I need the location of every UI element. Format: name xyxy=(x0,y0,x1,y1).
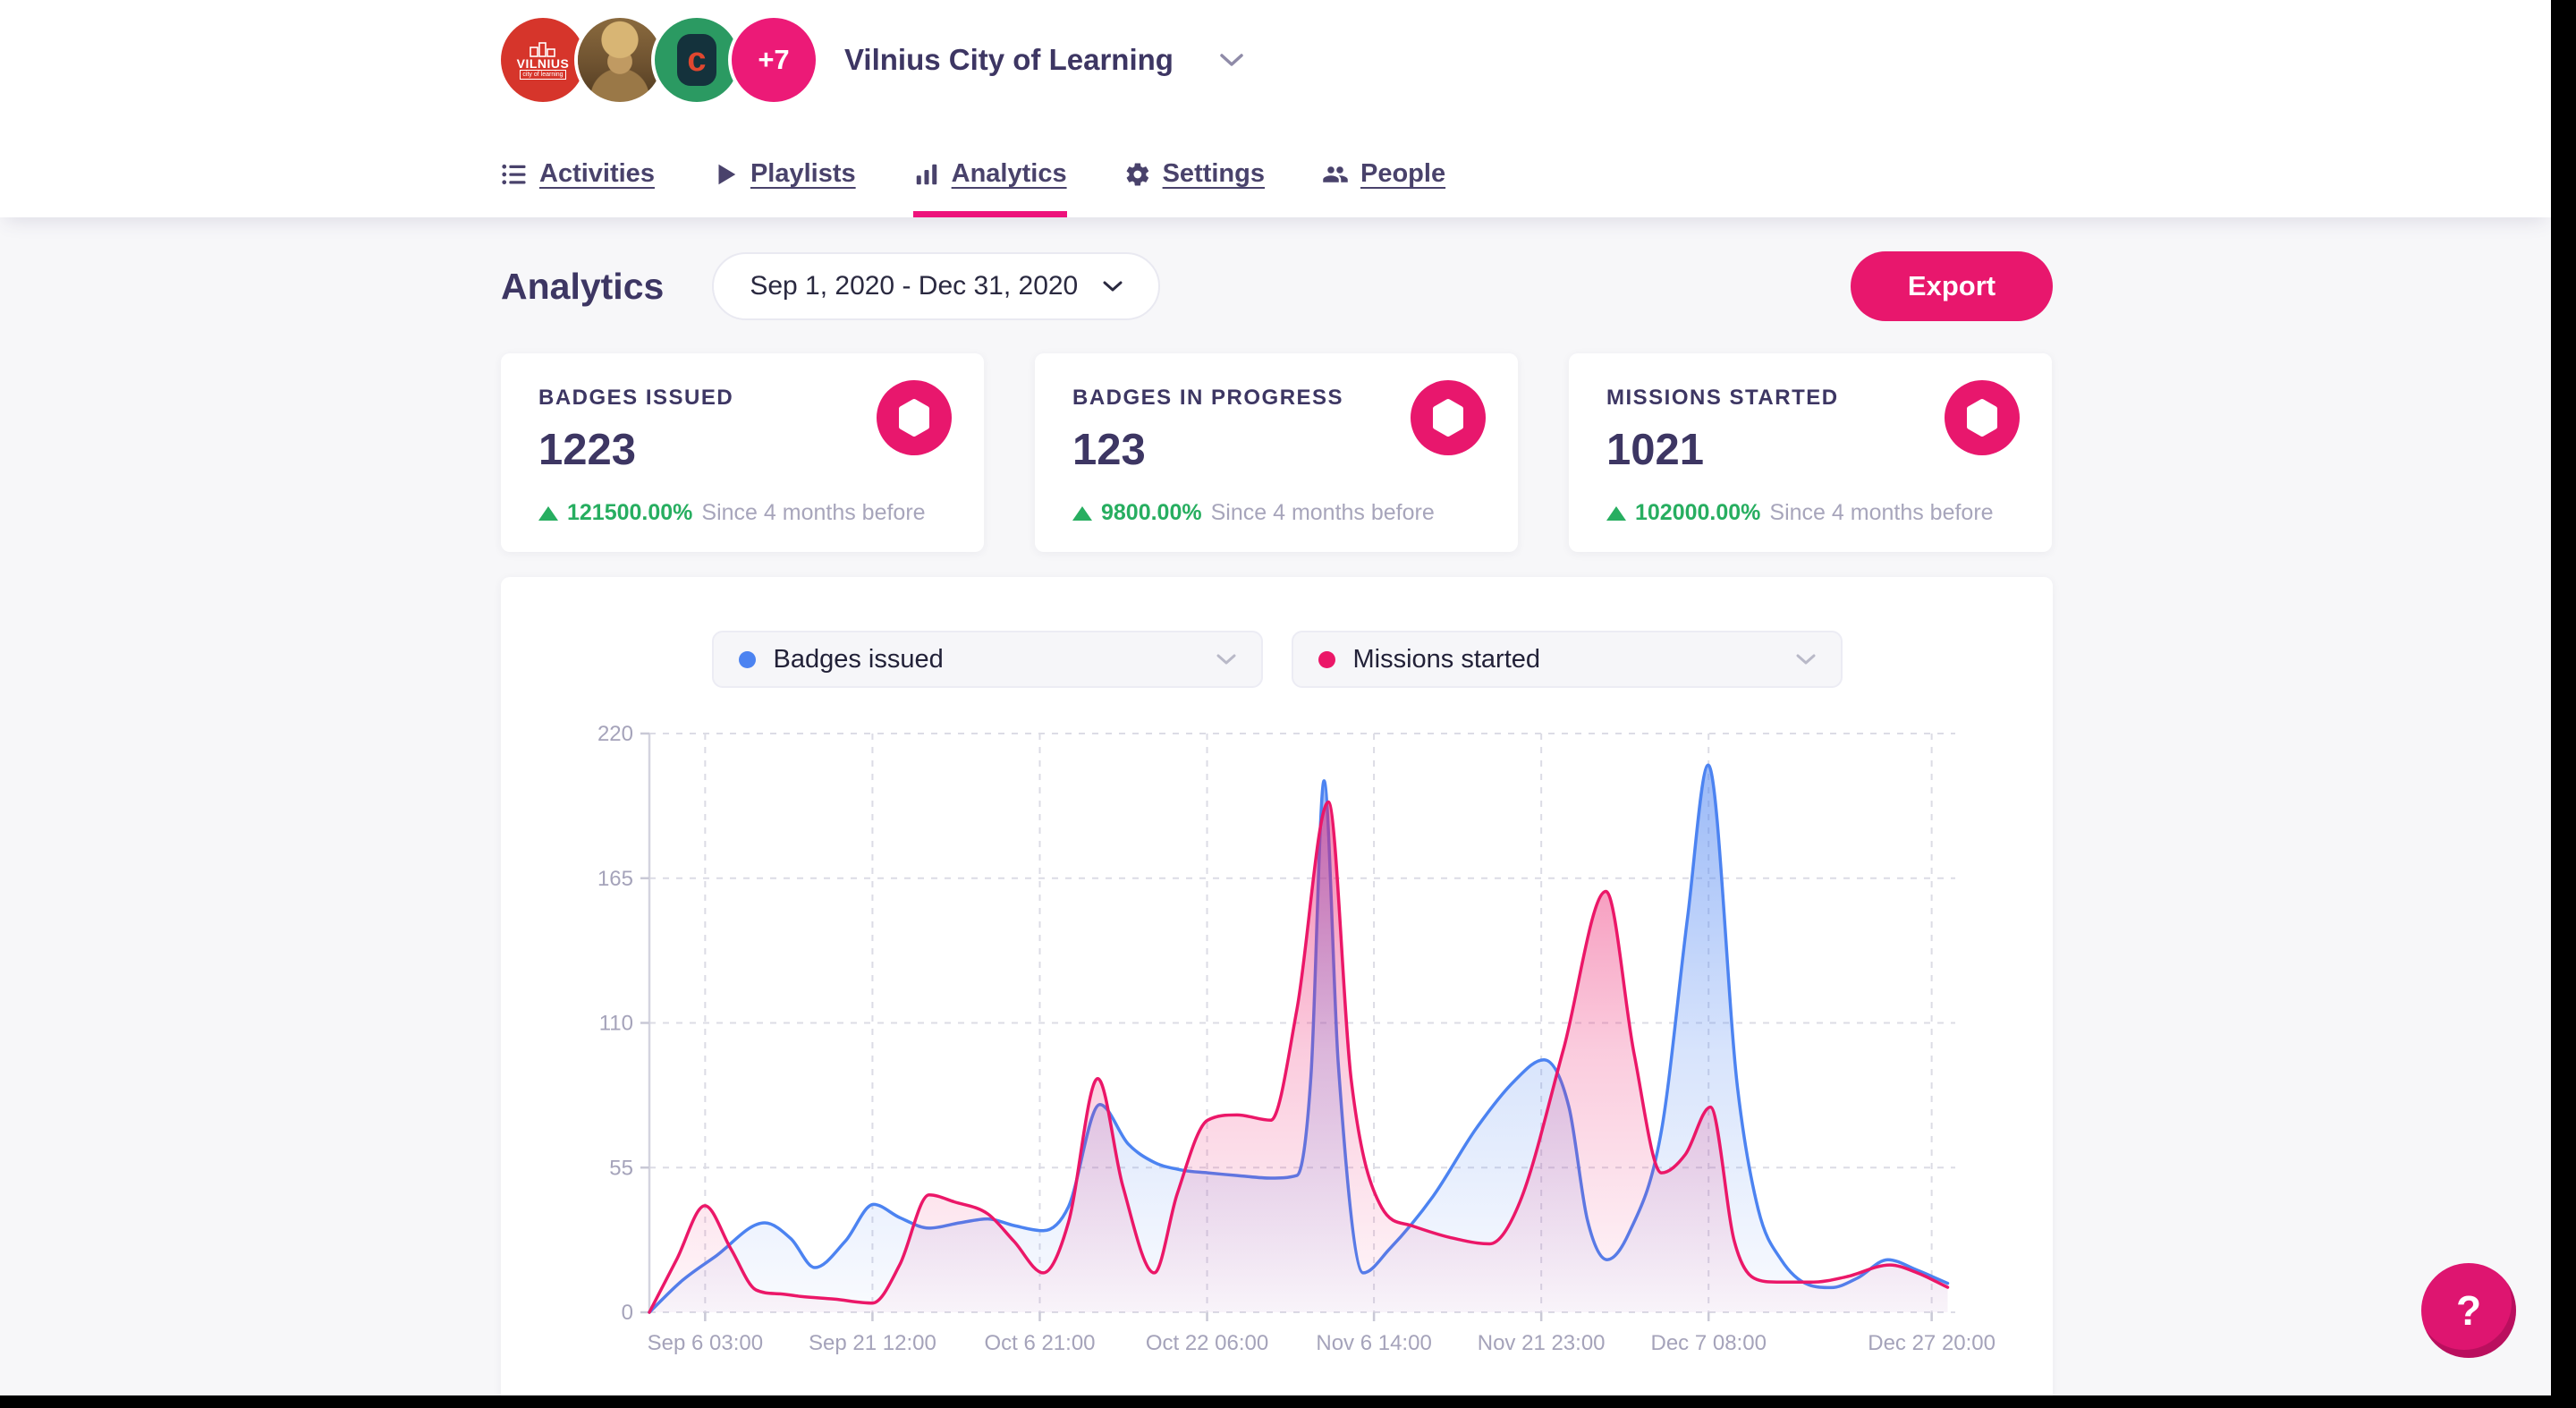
help-button[interactable]: ? xyxy=(2421,1263,2516,1358)
stat-label: MISSIONS STARTED xyxy=(1606,386,1839,410)
vilnius-logo-subtext: city of learning xyxy=(520,69,566,80)
svg-text:220: 220 xyxy=(597,722,633,746)
stat-card-badges-in-progress: BADGES IN PROGRESS 123 9800.00% Since 4 … xyxy=(1035,353,1518,552)
chevron-down-icon xyxy=(1796,654,1815,664)
series-selectors: Badges issued Missions started xyxy=(501,631,2053,688)
delta-since: Since 4 months before xyxy=(701,500,926,525)
nav-item-people[interactable]: People xyxy=(1322,159,1445,217)
chevron-down-icon[interactable] xyxy=(1220,53,1243,67)
stat-delta-row: 102000.00% Since 4 months before xyxy=(1606,500,2016,526)
play-icon xyxy=(718,164,736,184)
main-content: Analytics Sep 1, 2020 - Dec 31, 2020 Exp… xyxy=(501,217,2053,1395)
stat-card-missions-started: MISSIONS STARTED 1021 102000.00% Since 4… xyxy=(1569,353,2052,552)
city-skyline-icon xyxy=(530,41,555,57)
org-avatars: VILNIUS city of learning c +7 xyxy=(501,18,816,102)
nav-label: People xyxy=(1360,159,1446,188)
list-icon xyxy=(502,164,526,184)
nav-label: Analytics xyxy=(951,159,1067,188)
date-range-label: Sep 1, 2020 - Dec 31, 2020 xyxy=(750,271,1079,301)
svg-text:Sep 6 03:00: Sep 6 03:00 xyxy=(648,1331,763,1355)
svg-text:Dec 27 20:00: Dec 27 20:00 xyxy=(1868,1331,1996,1355)
nav-item-playlists[interactable]: Playlists xyxy=(712,159,856,217)
stat-value: 123 xyxy=(1072,426,1146,474)
org-switcher[interactable]: VILNIUS city of learning c +7 Vilnius Ci… xyxy=(501,18,1243,102)
nav-item-settings[interactable]: Settings xyxy=(1124,159,1265,217)
series-selector-label: Missions started xyxy=(1352,644,1541,674)
delta-percent: 102000.00% xyxy=(1635,500,1761,525)
stat-value: 1223 xyxy=(538,426,637,474)
avatar-vilnius-logo: VILNIUS city of learning xyxy=(501,18,585,102)
stat-label: BADGES IN PROGRESS xyxy=(1072,386,1344,410)
nav-item-analytics[interactable]: Analytics xyxy=(912,159,1067,217)
nav-label: Settings xyxy=(1162,159,1265,188)
series-missions-started xyxy=(648,800,1950,1314)
stat-label: BADGES ISSUED xyxy=(538,386,734,410)
app-header: VILNIUS city of learning c +7 Vilnius Ci… xyxy=(0,0,2551,217)
delta-since: Since 4 months before xyxy=(1210,500,1435,525)
chevron-down-icon xyxy=(1216,654,1235,664)
vilnius-logo-text: VILNIUS xyxy=(516,55,570,71)
more-count-label: +7 xyxy=(758,44,790,75)
page-title: Analytics xyxy=(501,265,665,307)
series-dot-blue xyxy=(738,650,756,668)
avatar-more-count: +7 xyxy=(732,18,816,102)
trend-up-icon xyxy=(538,505,558,521)
bar-chart-icon xyxy=(916,164,936,184)
nav-item-activities[interactable]: Activities xyxy=(501,159,655,217)
delta-since: Since 4 months before xyxy=(1769,500,1994,525)
main-nav: Activities Playlists Analytics Settings xyxy=(501,159,1445,217)
svg-text:Sep 21 12:00: Sep 21 12:00 xyxy=(809,1331,936,1355)
page-head: Analytics Sep 1, 2020 - Dec 31, 2020 Exp… xyxy=(501,251,2053,321)
svg-text:0: 0 xyxy=(622,1301,633,1325)
date-range-selector[interactable]: Sep 1, 2020 - Dec 31, 2020 xyxy=(712,252,1161,320)
svg-text:Nov 6 14:00: Nov 6 14:00 xyxy=(1316,1331,1431,1355)
org-title: Vilnius City of Learning xyxy=(844,43,1174,76)
analytics-chart[interactable]: 0 55 110 165 220 Sep 6 03:00 Sep 21 12:00 Oct 6… xyxy=(517,711,2038,1391)
svg-text:Nov 21 23:00: Nov 21 23:00 xyxy=(1478,1331,1606,1355)
letter-c-mark: c xyxy=(677,34,716,86)
gear-icon xyxy=(1126,162,1148,186)
svg-text:55: 55 xyxy=(609,1156,633,1180)
export-button[interactable]: Export xyxy=(1851,251,2053,321)
trend-up-icon xyxy=(1072,505,1092,521)
chevron-down-icon xyxy=(1103,281,1123,291)
series-selector-badges-issued[interactable]: Badges issued xyxy=(711,631,1263,688)
avatar-photo xyxy=(578,18,662,102)
svg-text:Dec 7 08:00: Dec 7 08:00 xyxy=(1651,1331,1767,1355)
delta-percent: 9800.00% xyxy=(1101,500,1202,525)
nav-label: Playlists xyxy=(750,159,856,188)
stat-delta-row: 121500.00% Since 4 months before xyxy=(538,500,948,526)
nav-label: Activities xyxy=(539,159,655,188)
svg-text:Oct 6 21:00: Oct 6 21:00 xyxy=(984,1331,1095,1355)
chart-axes: 0 55 110 165 220 Sep 6 03:00 Sep 21 12:00 Oct 6… xyxy=(597,722,1996,1355)
stat-card-badges-issued: BADGES ISSUED 1223 121500.00% Since 4 mo… xyxy=(501,353,984,552)
stat-cards: BADGES ISSUED 1223 121500.00% Since 4 mo… xyxy=(501,353,2053,552)
badge-icon xyxy=(1411,380,1486,455)
svg-text:165: 165 xyxy=(597,867,633,891)
chart-card: Badges issued Missions started 0 55 110 165… xyxy=(501,577,2053,1395)
stat-value: 1021 xyxy=(1606,426,1705,474)
people-icon xyxy=(1323,165,1348,182)
series-dot-pink xyxy=(1318,650,1335,668)
stat-delta-row: 9800.00% Since 4 months before xyxy=(1072,500,1482,526)
trend-up-icon xyxy=(1606,505,1626,521)
badge-icon xyxy=(877,380,952,455)
delta-percent: 121500.00% xyxy=(567,500,693,525)
svg-text:110: 110 xyxy=(599,1012,633,1036)
series-selector-missions-started[interactable]: Missions started xyxy=(1291,631,1843,688)
svg-text:Oct 22 06:00: Oct 22 06:00 xyxy=(1146,1331,1268,1355)
series-selector-label: Badges issued xyxy=(773,644,944,674)
badge-icon xyxy=(1945,380,2020,455)
avatar-letter-badge: c xyxy=(655,18,739,102)
